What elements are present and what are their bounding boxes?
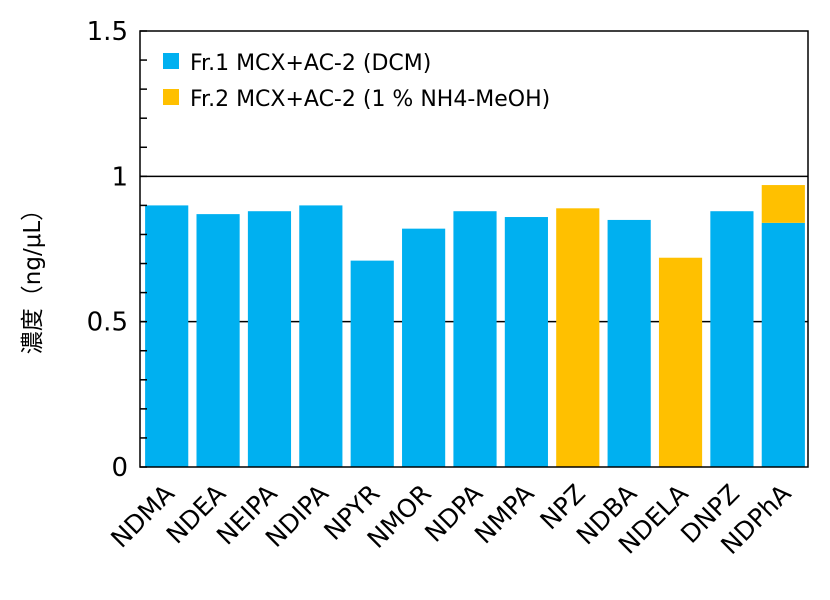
legend-label-series-2: Fr.2 MCX+AC-2 (1 % NH4-MeOH) bbox=[190, 87, 550, 112]
bar-dnpz-series-1 bbox=[710, 211, 754, 467]
legend-label-series-1: Fr.1 MCX+AC-2 (DCM) bbox=[190, 51, 431, 76]
bar-npz-series-2 bbox=[556, 208, 600, 467]
legend: Fr.1 MCX+AC-2 (DCM) Fr.2 MCX+AC-2 (1 % NH… bbox=[163, 51, 550, 112]
y-tick-labels: 0 0.5 1 1.5 bbox=[87, 17, 128, 483]
bar-neipa-series-1 bbox=[247, 211, 292, 467]
bar-ndba-series-1 bbox=[607, 219, 651, 467]
bar-nmor-series-1 bbox=[402, 228, 446, 467]
y-tick-label: 1 bbox=[111, 162, 128, 192]
bar-ndpha-series-2 bbox=[761, 185, 805, 223]
bar-ndela-series-2 bbox=[658, 257, 703, 467]
bar-ndipa-series-1 bbox=[299, 205, 343, 467]
plot-frame bbox=[139, 30, 809, 468]
y-tick-label: 0.5 bbox=[87, 308, 128, 338]
bar-ndpa-series-1 bbox=[453, 211, 497, 467]
axes bbox=[139, 30, 809, 468]
bar-ndpha-series-1 bbox=[761, 222, 805, 467]
bar-ndma-series-1 bbox=[145, 205, 189, 467]
x-category-labels: NDMANDEANEIPANDIPANPYRNMORNDPANMPANPZNDB… bbox=[105, 479, 796, 560]
y-tick-label: 0 bbox=[111, 453, 128, 483]
bar-nmpa-series-1 bbox=[504, 217, 548, 467]
bars bbox=[145, 185, 805, 467]
legend-swatch-series-1 bbox=[163, 53, 179, 69]
legend-swatch-series-2 bbox=[163, 89, 179, 105]
x-label-ndma: NDMA bbox=[105, 479, 180, 554]
y-tick-label: 1.5 bbox=[87, 17, 128, 47]
x-label-nmpa: NMPA bbox=[469, 479, 540, 550]
bar-npyr-series-1 bbox=[350, 260, 394, 467]
bar-ndea-series-1 bbox=[196, 214, 240, 467]
y-axis-label: 濃度（ng/μL） bbox=[20, 198, 46, 354]
